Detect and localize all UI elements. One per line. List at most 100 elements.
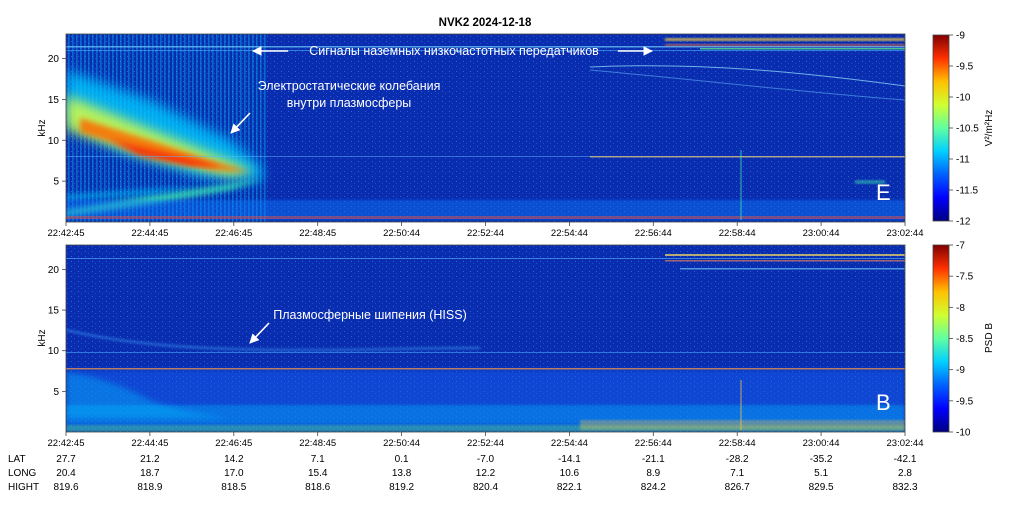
ephemeris-row-label: HIGHT (8, 482, 39, 493)
ephemeris-row-label: LAT (8, 454, 26, 465)
y-tick-label-b: 20 (48, 265, 60, 276)
x-tick-label-e: 22:54:44 (551, 228, 588, 239)
y-tick-label-e: 5 (53, 177, 59, 188)
panel-e: 5 10 15 20 22:42:45 22:44:45 22:46:45 22:48:45… (37, 31, 995, 240)
x-tick-label-b: 22:58:44 (719, 438, 756, 449)
colorbar-b: -7 -7.5 -8 -8.5 -9 -9.5 -10 PSD B (932, 241, 995, 439)
y-axis-e: 5 10 15 20 (48, 54, 66, 188)
x-tick-label-b: 22:46:45 (215, 438, 252, 449)
ephemeris-cell: 17.0 (224, 468, 244, 479)
y-axis-b: 5 10 15 20 (48, 265, 66, 398)
colorbar-label-b: PSD B (984, 323, 995, 353)
ephemeris-cell: 819.6 (53, 482, 78, 493)
x-tick-label-e: 22:46:45 (215, 228, 252, 239)
ephemeris-cell: -21.1 (642, 454, 665, 465)
colorbar-tick-label-e: -9.5 (956, 62, 974, 73)
spectrogram-b (66, 245, 905, 432)
annotation-electrostatic-line2: внутри плазмосферы (287, 96, 412, 110)
figure-title: NVK2 2024-12-18 (439, 17, 532, 29)
x-tick-label-e: 22:50:44 (383, 228, 420, 239)
x-tick-label-b: 22:44:45 (131, 438, 168, 449)
y-tick-label-b: 15 (48, 306, 60, 317)
annotation-electrostatic-line1: Электростатические колебания (258, 79, 441, 93)
colorbar-e: -9 -9.5 -10 -10.5 -11 -11.5 -12 V²/m²Hz (932, 31, 995, 228)
colorbar-tick-label-e: -12 (956, 217, 971, 228)
ephemeris-cell: -35.2 (810, 454, 833, 465)
colorbar-ticks-e: -9 -9.5 -10 -10.5 -11 -11.5 -12 (949, 31, 979, 228)
ephemeris-cell: -14.1 (558, 454, 581, 465)
annotation-transmitters: Сигналы наземных низкочастотных передатч… (252, 44, 653, 58)
spectrogram-e (66, 34, 905, 222)
ephemeris-cell: 822.1 (557, 482, 582, 493)
colorbar-tick-label-e: -9 (956, 31, 965, 42)
colorbar-label-e: V²/m²Hz (984, 110, 995, 147)
x-axis-b: 22:42:45 22:44:45 22:46:45 22:48:45 22:50:44… (48, 432, 924, 449)
ephemeris-cell: 0.1 (395, 454, 409, 465)
annotation-hiss: Плазмосферные шипения (HISS) (249, 308, 467, 344)
y-tick-label-b: 10 (48, 346, 60, 357)
ephemeris-cell: 10.6 (560, 468, 580, 479)
colorbar-tick-label-b: -9 (956, 365, 965, 376)
panel-label-e: E (876, 180, 891, 205)
ephemeris-cell: 829.5 (809, 482, 834, 493)
x-tick-label-b: 22:56:44 (635, 438, 672, 449)
colorbar-tick-label-b: -8 (956, 303, 965, 314)
ephemeris-cell: 819.2 (389, 482, 414, 493)
ephemeris-cell: 14.2 (224, 454, 244, 465)
ephemeris-cell: 832.3 (892, 482, 917, 493)
ephemeris-cell: 21.2 (140, 454, 160, 465)
colorbar-ticks-b: -7 -7.5 -8 -8.5 -9 -9.5 -10 (949, 241, 974, 439)
colorbar-tick-label-e: -11.5 (956, 186, 978, 197)
ephemeris-cell: 20.4 (56, 468, 76, 479)
x-tick-label-b: 22:48:45 (299, 438, 336, 449)
x-axis-e: 22:42:45 22:44:45 22:46:45 22:48:45 22:50:44… (48, 222, 924, 239)
colorbar-tick-label-b: -10 (956, 428, 971, 439)
y-tick-label-e: 15 (48, 95, 60, 106)
y-tick-label-e: 20 (48, 54, 60, 65)
x-tick-label-e: 23:00:44 (803, 228, 840, 239)
y-tick-label-b: 5 (53, 387, 59, 398)
ephemeris-cell: 7.1 (730, 468, 744, 479)
x-tick-label-b: 22:52:44 (467, 438, 504, 449)
ephemeris-cell: 7.1 (311, 454, 325, 465)
colorbar-tick-label-b: -7 (956, 241, 965, 252)
x-tick-label-e: 22:52:44 (467, 228, 504, 239)
ephemeris-cell: 824.2 (641, 482, 666, 493)
colorbar-tick-label-b: -9.5 (956, 396, 974, 407)
ephemeris-cell: 826.7 (725, 482, 750, 493)
x-tick-label-e: 22:56:44 (635, 228, 672, 239)
colorbar-tick-label-e: -10 (956, 93, 971, 104)
annotation-transmitters-text: Сигналы наземных низкочастотных передатч… (309, 44, 599, 58)
ephemeris-row-label: LONG (8, 468, 37, 479)
x-tick-label-b: 22:54:44 (551, 438, 588, 449)
y-axis-label-e: kHz (37, 119, 48, 136)
ephemeris-cell: 5.1 (814, 468, 828, 479)
x-tick-label-e: 22:42:45 (48, 228, 85, 239)
colorbar-tick-label-e: -11 (956, 155, 970, 166)
panel-label-b: B (876, 390, 891, 415)
panel-b: 5 10 15 20 22:42:45 22:44:45 22:46:45 22:48:45… (37, 241, 995, 450)
ephemeris-cell: 818.9 (137, 482, 162, 493)
x-tick-label-e: 23:02:44 (887, 228, 924, 239)
x-tick-label-e: 22:48:45 (299, 228, 336, 239)
ephemeris-cell: -28.2 (726, 454, 749, 465)
ephemeris-cell: 12.2 (476, 468, 496, 479)
annotation-electrostatic: Электростатические колебания внутри плаз… (230, 79, 441, 134)
ephemeris-cell: 8.9 (646, 468, 660, 479)
ephemeris-cell: 818.6 (305, 482, 330, 493)
x-tick-label-b: 23:00:44 (803, 438, 840, 449)
x-tick-label-e: 22:58:44 (719, 228, 756, 239)
colorbar-tick-label-b: -7.5 (956, 272, 974, 283)
ephemeris-cell: 18.7 (140, 468, 160, 479)
ephemeris-cell: -42.1 (894, 454, 917, 465)
ephemeris-cell: 27.7 (56, 454, 76, 465)
annotation-hiss-text: Плазмосферные шипения (HISS) (273, 308, 466, 322)
ephemeris-cell: 820.4 (473, 482, 498, 493)
x-tick-label-b: 22:50:44 (383, 438, 420, 449)
x-tick-label-b: 23:02:44 (887, 438, 924, 449)
colorbar-tick-label-b: -8.5 (956, 334, 974, 345)
ephemeris-cell: 13.8 (392, 468, 412, 479)
y-tick-label-e: 10 (48, 136, 60, 147)
ephemeris-cell: -7.0 (477, 454, 495, 465)
